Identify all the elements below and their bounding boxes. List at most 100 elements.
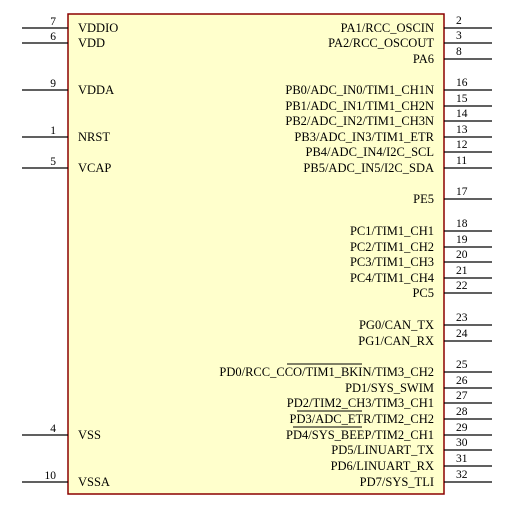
pin-number: 15 — [456, 93, 468, 105]
pin-number: 18 — [456, 218, 468, 230]
pin-name: PB3/ADC_IN3/TIM1_ETR — [294, 130, 434, 144]
pin-number: 30 — [456, 437, 468, 449]
pin-number: 21 — [456, 265, 468, 277]
pin-number: 24 — [456, 328, 468, 340]
right-pin: 15 PB1/ADC_IN1/TIM1_CH2N — [285, 93, 492, 113]
pin-name: PD6/LINUART_RX — [331, 459, 434, 473]
pin-number: 26 — [456, 375, 468, 387]
pin-name: VDDIO — [78, 21, 118, 35]
pin-number: 28 — [456, 406, 468, 418]
pin-number: 17 — [456, 186, 468, 198]
active-low-overbars — [287, 363, 362, 428]
left-pin: 4 VSS — [22, 423, 101, 442]
pin-name: PB4/ADC_IN4/I2C_SCL — [306, 145, 435, 159]
pin-number: 23 — [456, 312, 468, 324]
pin-number: 4 — [50, 423, 56, 435]
pin-number: 5 — [50, 156, 56, 168]
right-pin: 22 PC5 — [412, 280, 492, 300]
pin-name: VSSA — [78, 475, 110, 489]
pin-name: VSS — [78, 428, 101, 442]
pin-number: 20 — [456, 249, 468, 261]
right-pin: 29 PD4/SYS_BEEP/TIM2_CH1 — [286, 422, 492, 442]
left-pin: 6 VDD — [22, 31, 105, 50]
pin-number: 19 — [456, 234, 468, 246]
pin-number: 11 — [456, 155, 467, 167]
pin-number: 25 — [456, 359, 468, 371]
pin-name: PC5 — [412, 286, 434, 300]
pin-number: 8 — [456, 46, 462, 58]
right-pin: 31 PD6/LINUART_RX — [331, 453, 492, 473]
left-pin: 1 NRST — [22, 125, 110, 144]
pin-number: 10 — [45, 470, 57, 482]
pin-name: PG1/CAN_RX — [358, 334, 434, 348]
pin-name: PD2/TIM2_CH3/TIM3_CH1 — [287, 396, 434, 410]
pin-number: 27 — [456, 390, 468, 402]
pin-name: PD5/LINUART_TX — [331, 443, 434, 457]
pin-name: PB2/ADC_IN2/TIM1_CH3N — [285, 114, 434, 128]
pin-number: 12 — [456, 139, 468, 151]
right-pin: 12 PB4/ADC_IN4/I2C_SCL — [306, 139, 492, 159]
right-pin: 17 PE5 — [413, 186, 492, 206]
pin-number: 9 — [50, 78, 56, 90]
pin-name: PC4/TIM1_CH4 — [350, 271, 435, 285]
pin-number: 14 — [456, 108, 468, 120]
right-pin: 27 PD2/TIM2_CH3/TIM3_CH1 — [287, 390, 492, 410]
right-pin: 16 PB0/ADC_IN0/TIM1_CH1N — [285, 77, 492, 97]
pin-name: PA2/RCC_OSCOUT — [328, 36, 434, 50]
pin-number: 29 — [456, 422, 468, 434]
pin-name: VCAP — [78, 161, 111, 175]
pin-number: 32 — [456, 469, 468, 481]
pin-name: PC2/TIM1_CH2 — [350, 240, 434, 254]
pin-name: PC1/TIM1_CH1 — [350, 224, 434, 238]
pin-name: PB5/ADC_IN5/I2C_SDA — [303, 161, 434, 175]
left-pin: 5 VCAP — [22, 156, 111, 175]
right-pin: 26 PD1/SYS_SWIM — [345, 375, 492, 395]
pin-name: PD7/SYS_TLI — [360, 475, 434, 489]
pin-number: 22 — [456, 280, 468, 292]
right-pin: 23 PG0/CAN_TX — [359, 312, 492, 332]
pin-name: PG0/CAN_TX — [359, 318, 434, 332]
pin-name: PB1/ADC_IN1/TIM1_CH2N — [285, 99, 434, 113]
pin-number: 1 — [50, 125, 56, 137]
left-pin: 9 VDDA — [22, 78, 114, 97]
pin-number: 13 — [456, 124, 468, 136]
pin-name: PD4/SYS_BEEP/TIM2_CH1 — [286, 428, 434, 442]
pin-name: PD0/RCC_CCO/TIM1_BKIN/TIM3_CH2 — [219, 365, 434, 379]
pin-name: PC3/TIM1_CH3 — [350, 255, 434, 269]
right-pin: 28 PD3/ADC_ETR/TIM2_CH2 — [290, 406, 492, 426]
left-pin: 7 VDDIO — [22, 16, 118, 35]
pin-number: 3 — [456, 30, 462, 42]
pin-name: VDD — [78, 36, 105, 50]
right-pin: 32 PD7/SYS_TLI — [360, 469, 492, 489]
right-pin: 13 PB3/ADC_IN3/TIM1_ETR — [294, 124, 492, 144]
right-pin: 14 PB2/ADC_IN2/TIM1_CH3N — [285, 108, 492, 128]
right-pin: 19 PC2/TIM1_CH2 — [350, 234, 492, 254]
left-pins: 7 VDDIO 6 VDD 9 VDDA 1 NRST 5 VCAP 4 VSS — [22, 16, 118, 489]
left-pin: 10 VSSA — [22, 470, 110, 489]
pin-name: NRST — [78, 130, 110, 144]
pin-name: PA1/RCC_OSCIN — [341, 21, 434, 35]
component-body — [67, 13, 445, 495]
pin-number: 6 — [50, 31, 56, 43]
pin-name: PE5 — [413, 192, 434, 206]
right-pin: 20 PC3/TIM1_CH3 — [350, 249, 492, 269]
pin-name: PA6 — [413, 52, 434, 66]
pin-number: 7 — [50, 16, 56, 28]
pin-number: 2 — [456, 15, 462, 27]
pin-name: VDDA — [78, 83, 114, 97]
right-pin: 8 PA6 — [413, 46, 492, 66]
right-pin: 11 PB5/ADC_IN5/I2C_SDA — [303, 155, 492, 175]
pin-name: PD3/ADC_ETR/TIM2_CH2 — [290, 412, 434, 426]
pin-number: 16 — [456, 77, 468, 89]
right-pin: 3 PA2/RCC_OSCOUT — [328, 30, 492, 50]
pin-number: 31 — [456, 453, 468, 465]
pin-name: PB0/ADC_IN0/TIM1_CH1N — [285, 83, 434, 97]
right-pin: 24 PG1/CAN_RX — [358, 328, 492, 348]
right-pin: 30 PD5/LINUART_TX — [331, 437, 492, 457]
right-pins: 2 PA1/RCC_OSCIN 3 PA2/RCC_OSCOUT 8 PA6 1… — [219, 15, 492, 489]
right-pin: 21 PC4/TIM1_CH4 — [350, 265, 492, 285]
right-pin: 2 PA1/RCC_OSCIN — [341, 15, 492, 35]
right-pin: 25 PD0/RCC_CCO/TIM1_BKIN/TIM3_CH2 — [219, 359, 492, 379]
pin-name: PD1/SYS_SWIM — [345, 381, 434, 395]
